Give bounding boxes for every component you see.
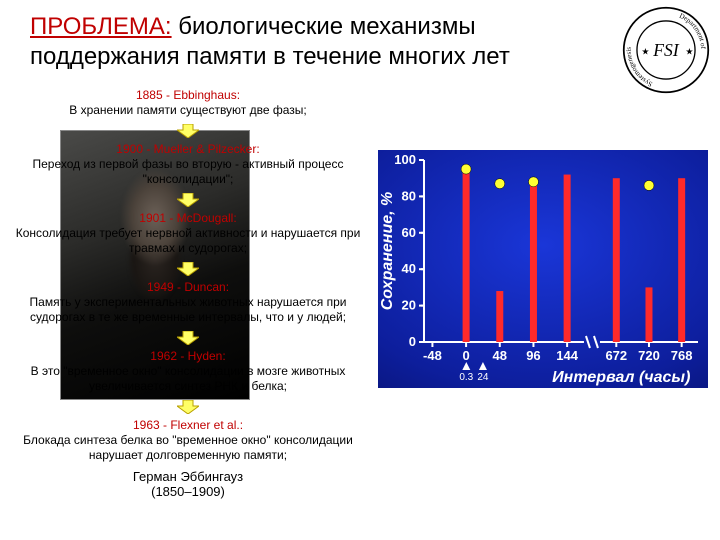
slide-title: ПРОБЛЕМА: биологические механизмы поддер… <box>30 12 590 72</box>
timeline-body: Память у экспериментальных животных нару… <box>30 295 347 324</box>
chart-marker <box>528 177 538 187</box>
y-tick-label: 100 <box>394 152 416 167</box>
y-tick-label: 0 <box>409 334 416 349</box>
photo-caption: Герман Эббингауз (1850–1909) <box>8 469 368 499</box>
x-tick-label: 672 <box>605 348 627 363</box>
timeline-body: Переход из первой фазы во вторую - актив… <box>33 157 344 186</box>
timeline-head: 1885 - Ebbinghaus: <box>136 88 240 102</box>
x-tick-label: 96 <box>526 348 540 363</box>
dept-logo: Department of Systemogenesis FSI ★ ★ <box>622 6 710 94</box>
retention-chart: 100 80 60 40 20 0 -48 0 48 96 144 672 720 768 0.3 24 Сох… <box>378 150 708 388</box>
x-tick-label: 48 <box>493 348 507 363</box>
timeline-entry: 1949 - Duncan:Память у экспериментальных… <box>8 280 368 325</box>
svg-text:★: ★ <box>641 46 649 56</box>
chart-bar <box>463 169 470 342</box>
x-tick-label: 144 <box>556 348 578 363</box>
timeline-entry: 1962 - Hyden:В это "временное окно" конс… <box>8 349 368 394</box>
title-problem: ПРОБЛЕМА: <box>30 13 172 40</box>
y-tick-label: 40 <box>402 261 416 276</box>
timeline-head: 1963 - Flexner et al.: <box>133 418 243 432</box>
chart-marker <box>644 180 654 190</box>
y-tick-label: 80 <box>402 188 416 203</box>
chart-bar <box>613 178 620 342</box>
x-tick-label: 768 <box>671 348 693 363</box>
y-tick-label: 20 <box>402 298 416 313</box>
x-axis-label: Интервал (часы) <box>552 369 690 386</box>
chart-svg: 100 80 60 40 20 0 -48 0 48 96 144 672 720 768 0.3 24 Сох… <box>378 150 708 388</box>
x-sub-label: 24 <box>477 372 489 383</box>
chart-marker <box>461 164 471 174</box>
down-arrow-icon <box>177 262 199 276</box>
chart-bar <box>678 178 685 342</box>
chart-bar <box>496 291 503 342</box>
timeline-body: В хранении памяти существуют две фазы; <box>69 103 307 117</box>
axis-break <box>594 336 598 348</box>
timeline-head: 1900 - Mueller & Pilzecker: <box>116 142 259 156</box>
down-arrow-icon <box>177 331 199 345</box>
chart-marker <box>495 179 505 189</box>
timeline-body: Блокада синтеза белка во "временное окно… <box>23 433 353 462</box>
y-axis-label: Сохранение, % <box>379 192 396 311</box>
up-arrow-icon <box>462 362 470 370</box>
x-tick-label: 0 <box>462 348 469 363</box>
down-arrow-icon <box>177 124 199 138</box>
logo-inner-text: FSI <box>652 40 680 60</box>
x-tick-label: 720 <box>638 348 660 363</box>
timeline-body: Консолидация требует нервной активности … <box>16 226 361 255</box>
x-tick-label: -48 <box>423 348 442 363</box>
caption-name: Герман Эббингауз <box>133 469 243 484</box>
timeline-entry: 1901 - McDougall:Консолидация требует не… <box>8 211 368 256</box>
timeline-entry: 1900 - Mueller & Pilzecker:Переход из пе… <box>8 142 368 187</box>
chart-bar <box>645 287 652 342</box>
axis-break <box>586 336 590 348</box>
chart-bar <box>530 182 537 342</box>
timeline-head: 1901 - McDougall: <box>139 211 236 225</box>
timeline-head: 1949 - Duncan: <box>147 280 229 294</box>
timeline-body: В это "временное окно" консолидации в мо… <box>31 364 346 393</box>
x-sub-label: 0.3 <box>459 372 473 383</box>
down-arrow-icon <box>177 400 199 414</box>
timeline-entry: 1963 - Flexner et al.:Блокада синтеза бе… <box>8 418 368 463</box>
timeline-head: 1962 - Hyden: <box>150 349 225 363</box>
chart-bar <box>564 175 571 342</box>
svg-text:★: ★ <box>685 46 693 56</box>
up-arrow-icon <box>479 362 487 370</box>
timeline-column: 1885 - Ebbinghaus:В хранении памяти суще… <box>8 88 368 499</box>
y-tick-label: 60 <box>402 225 416 240</box>
caption-years: (1850–1909) <box>151 484 225 499</box>
down-arrow-icon <box>177 193 199 207</box>
timeline-entry: 1885 - Ebbinghaus:В хранении памяти суще… <box>8 88 368 118</box>
